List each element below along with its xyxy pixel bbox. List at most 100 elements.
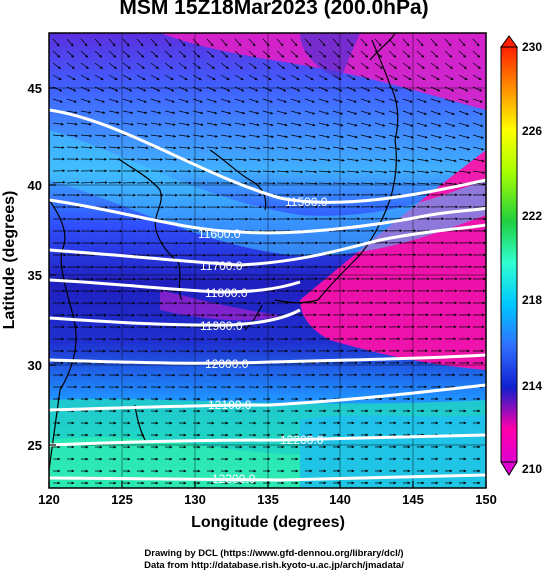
wind-arrow: [80, 181, 94, 184]
wind-arrow: [52, 98, 63, 103]
wind-arrow: [444, 122, 456, 127]
wind-arrow: [150, 86, 161, 92]
wind-arrow: [374, 38, 382, 47]
wind-arrow: [318, 182, 332, 185]
wind-arrow: [472, 62, 481, 69]
wind-arrow: [248, 110, 260, 115]
wind-arrow: [276, 146, 289, 150]
wind-arrow: [52, 122, 64, 126]
wind-arrow: [108, 38, 116, 47]
wind-arrow: [206, 134, 219, 138]
wind-arrow: [332, 170, 346, 174]
wind-arrow: [248, 98, 259, 103]
wind-arrow: [136, 50, 145, 58]
wind-arrow: [374, 62, 383, 69]
colorbar: [500, 35, 518, 476]
wind-arrow: [360, 86, 371, 92]
wind-arrow: [304, 158, 317, 162]
wind-arrow: [108, 122, 120, 126]
wind-arrow: [402, 146, 415, 151]
wind-arrow: [52, 38, 60, 47]
wind-arrow: [262, 170, 276, 174]
wind-arrow: [472, 86, 483, 92]
wind-arrow: [290, 182, 304, 185]
wind-arrow: [94, 38, 102, 47]
wind-arrow: [416, 182, 430, 186]
colorbar-tick-label: 222: [522, 209, 542, 223]
wind-arrow: [178, 38, 186, 47]
wind-arrow: [374, 170, 388, 174]
wind-arrow: [192, 38, 200, 47]
wind-arrow: [262, 74, 272, 81]
colorbar-tick-label: 218: [522, 293, 542, 307]
wind-arrow: [346, 122, 358, 127]
wind-arrow: [178, 86, 189, 92]
wind-arrow: [472, 146, 485, 151]
wind-arrow: [262, 110, 274, 115]
wind-arrow: [52, 134, 65, 138]
wind-arrow: [248, 50, 257, 58]
wind-arrow: [402, 50, 411, 58]
wind-arrow: [346, 146, 359, 151]
x-tick-label: 135: [257, 492, 279, 507]
wind-arrow: [150, 122, 162, 126]
wind-arrow: [262, 86, 273, 92]
wind-arrow: [318, 50, 327, 58]
wind-arrow: [304, 122, 316, 127]
wind-arrow: [206, 158, 219, 162]
wind-arrow: [276, 74, 286, 81]
wind-arrow: [52, 146, 65, 149]
wind-arrow: [430, 122, 442, 127]
wind-arrow: [164, 98, 175, 103]
colorbar-tick-label: 230: [522, 40, 542, 54]
wind-arrow: [94, 134, 107, 138]
wind-arrow: [304, 62, 313, 69]
wind-arrow: [150, 62, 159, 69]
wind-arrow: [458, 74, 468, 81]
wind-arrow: [66, 98, 77, 103]
wind-arrow: [290, 122, 302, 127]
wind-arrow: [444, 170, 458, 174]
wind-arrow: [276, 86, 287, 92]
wind-arrow: [402, 158, 415, 162]
x-tick-label: 125: [111, 492, 133, 507]
wind-arrow: [248, 86, 259, 92]
wind-arrow: [416, 62, 425, 69]
wind-arrow: [290, 146, 303, 150]
wind-arrow: [276, 170, 290, 174]
wind-arrow: [52, 50, 61, 58]
wind-arrow: [444, 98, 455, 103]
wind-arrow: [304, 50, 313, 58]
wind-arrow: [332, 98, 343, 103]
wind-arrow: [318, 62, 327, 69]
wind-arrow: [122, 122, 134, 126]
wind-arrow: [346, 158, 359, 162]
wind-arrow: [332, 158, 345, 162]
wind-arrow: [136, 122, 148, 126]
wind-arrow: [234, 38, 242, 47]
wind-arrow: [388, 170, 402, 174]
wind-arrow: [178, 74, 188, 81]
wind-arrow: [388, 146, 401, 151]
wind-arrow: [108, 86, 119, 92]
x-tick-labels: 120 125 130 135 140 145 150: [38, 492, 497, 507]
wind-arrow: [234, 110, 246, 115]
wind-arrow: [94, 62, 103, 69]
wind-arrow: [262, 38, 270, 47]
wind-arrow: [164, 74, 174, 81]
wind-arrow: [346, 62, 355, 69]
wind-arrow: [192, 110, 204, 115]
wind-arrow: [458, 50, 467, 58]
wind-arrow: [332, 50, 341, 58]
wind-arrow: [234, 122, 246, 127]
wind-arrow: [80, 110, 92, 114]
wind-arrow: [402, 170, 416, 174]
wind-arrow: [290, 74, 300, 81]
wind-arrow: [136, 62, 145, 69]
wind-arrow: [164, 50, 173, 58]
wind-arrow: [206, 86, 217, 92]
wind-arrow: [178, 110, 190, 115]
wind-arrow: [332, 134, 344, 139]
y-tick-label: 30: [28, 358, 42, 373]
wind-arrow: [430, 158, 443, 163]
